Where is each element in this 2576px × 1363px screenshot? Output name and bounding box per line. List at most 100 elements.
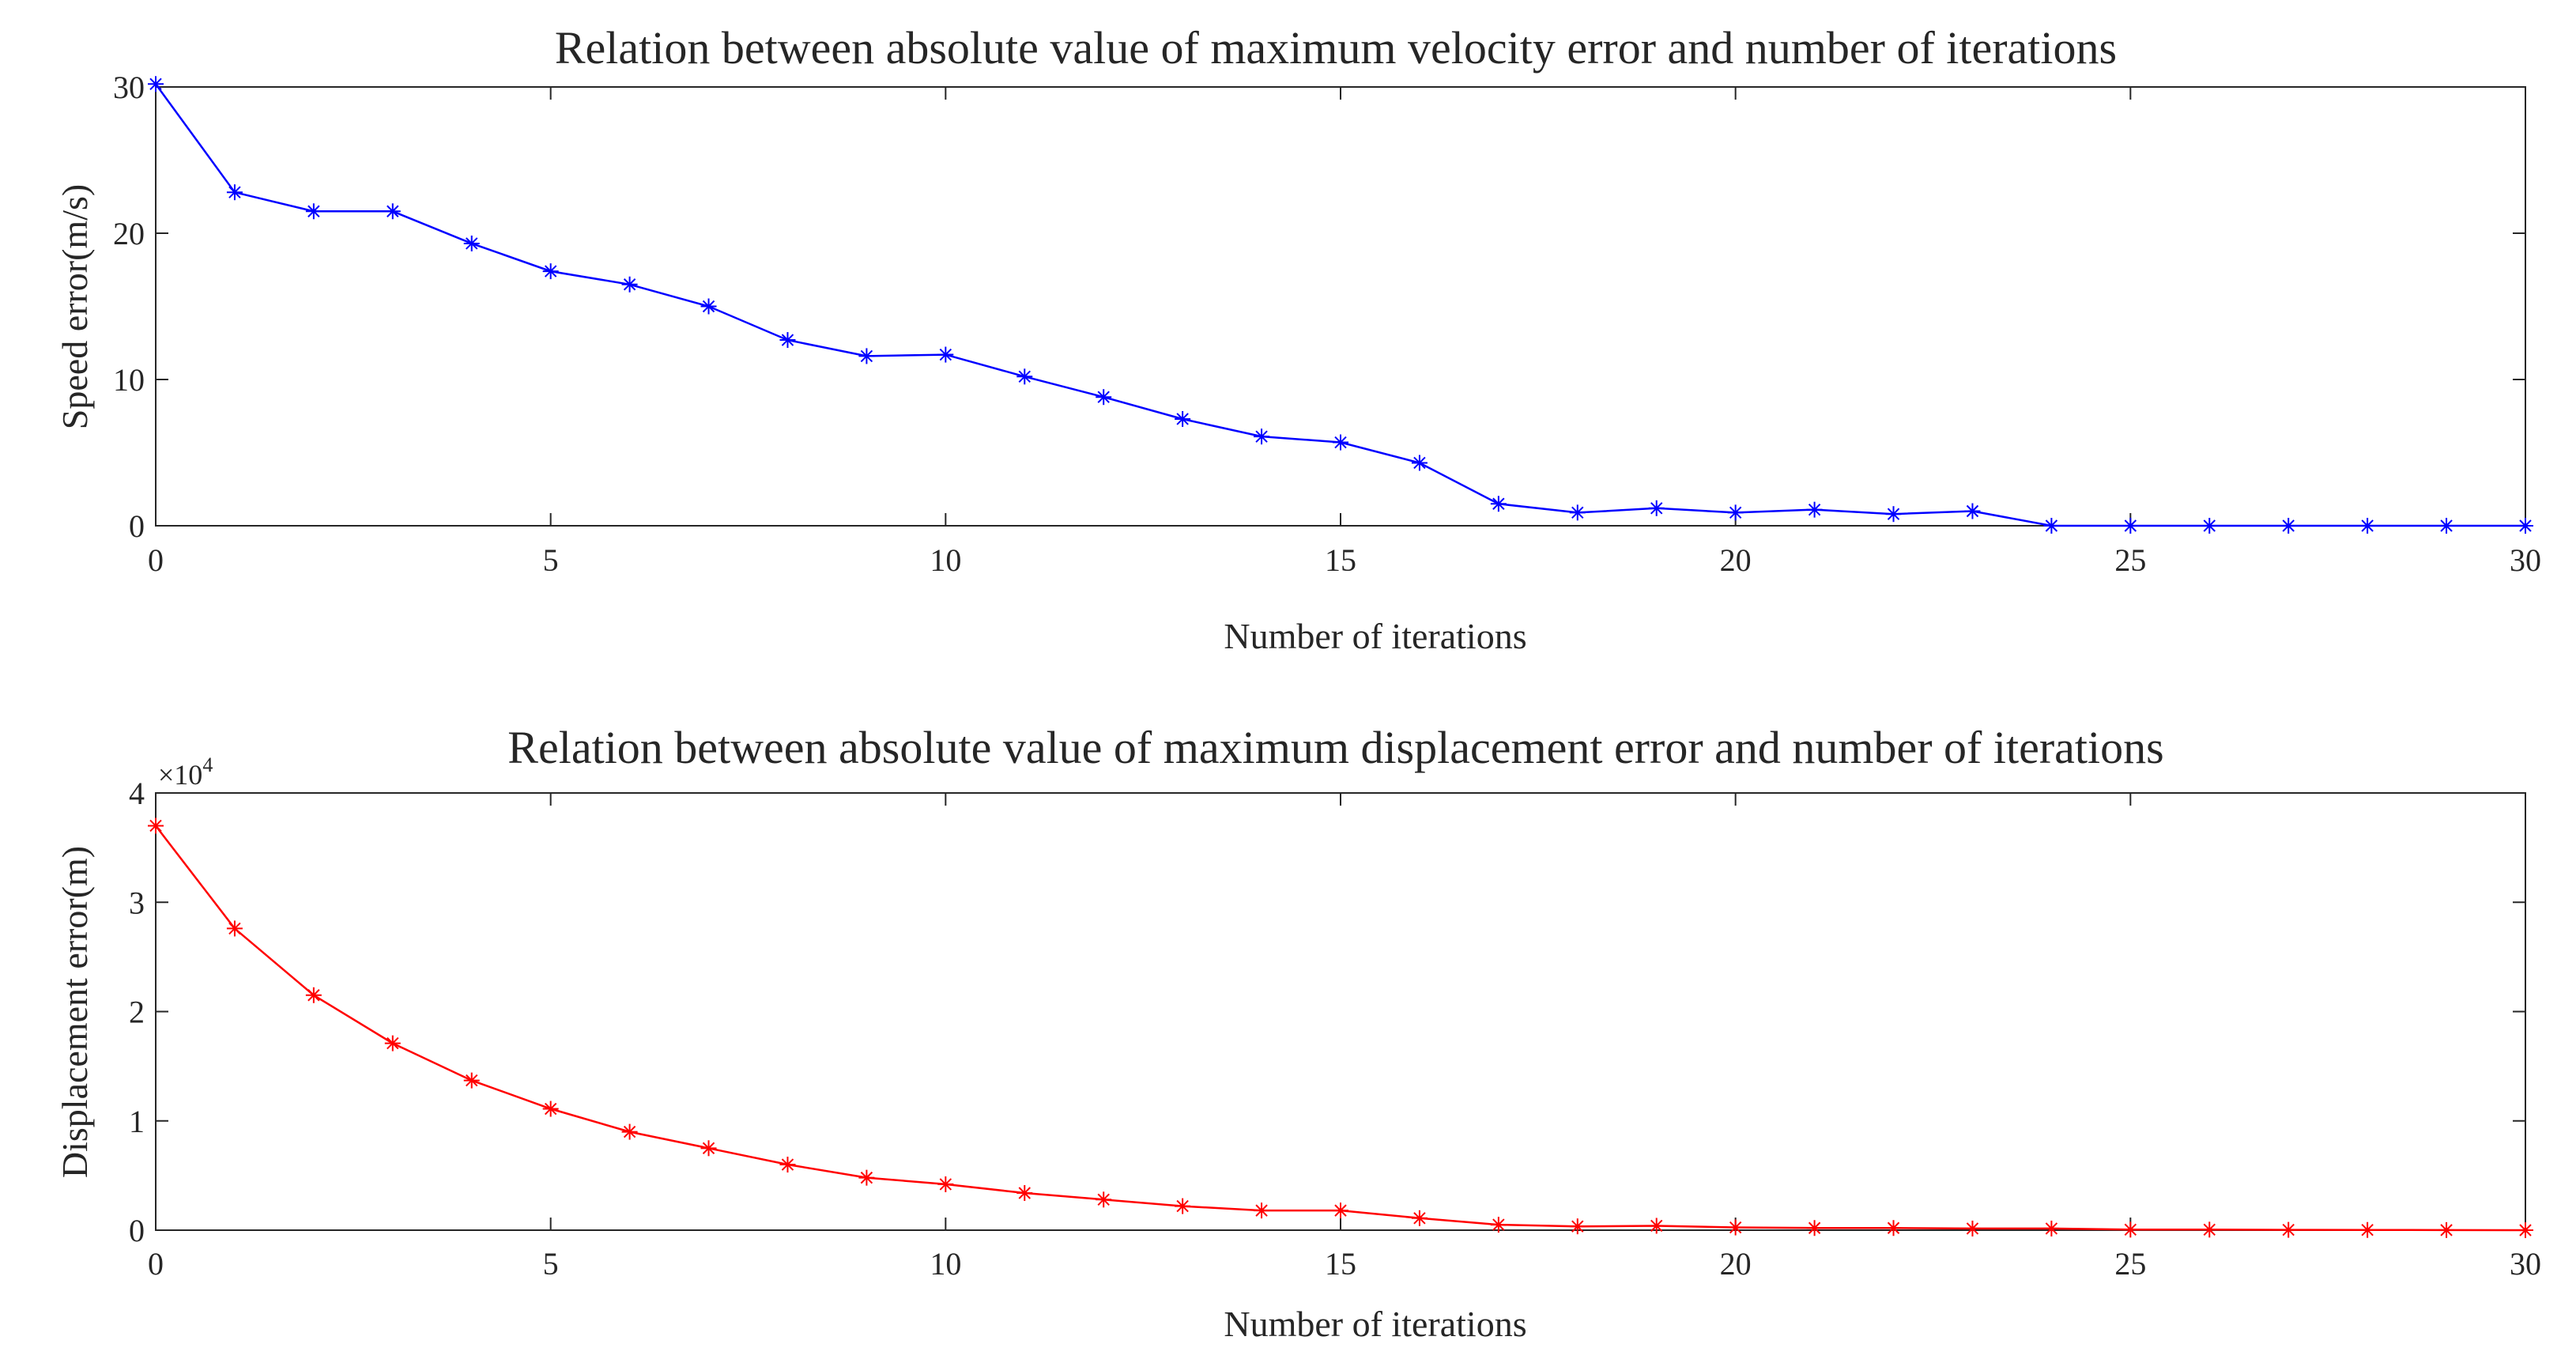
y-tick-label: 30: [113, 70, 145, 105]
chart-title: Relation between absolute value of maxim…: [555, 22, 2117, 74]
data-point-marker: [1254, 429, 1270, 445]
data-point-marker: [858, 348, 875, 364]
x-tick-label: 15: [1325, 542, 1356, 578]
y-tick-label: 10: [113, 362, 145, 398]
x-tick-labels: 0 5 10 15 20 25 30: [148, 542, 2541, 578]
data-point-marker: [858, 1169, 875, 1186]
data-point-marker: [1885, 1220, 1902, 1237]
data-point-marker: [1016, 1184, 1033, 1201]
data-point-marker: [1096, 389, 1112, 406]
y-exponent-base: ×10: [158, 759, 202, 791]
data-point-marker: [1333, 434, 1348, 451]
data-point-marker: [621, 276, 638, 293]
x-tick-label: 10: [930, 542, 961, 578]
y-tick-label: 2: [129, 995, 145, 1030]
data-point-marker: [2359, 1221, 2376, 1238]
data-point-marker: [1490, 496, 1507, 512]
y-tick-label: 0: [129, 508, 145, 544]
data-point-marker: [1333, 1203, 1348, 1219]
x-tick-label: 20: [1720, 542, 1752, 578]
data-point-marker: [2043, 1220, 2060, 1237]
data-point-marker: [1254, 1203, 1270, 1219]
data-point-marker: [700, 298, 717, 315]
data-point-marker: [148, 817, 164, 834]
x-tick-label: 15: [1325, 1246, 1356, 1282]
data-point-marker: [542, 1101, 559, 1117]
x-tick-label: 0: [148, 1246, 164, 1282]
data-point-marker: [1648, 500, 1665, 516]
data-point-marker: [700, 1140, 717, 1157]
x-axis-label: Number of iterations: [1224, 1304, 1526, 1344]
x-tick-label: 10: [930, 1246, 961, 1282]
x-tick-label: 30: [2510, 1246, 2541, 1282]
y-tick-labels: 0 1 2 3 4: [129, 776, 145, 1248]
y-tick-label: 0: [129, 1213, 145, 1248]
x-tick-label: 0: [148, 542, 164, 578]
data-point-marker: [2201, 1221, 2218, 1238]
data-point-marker: [1727, 504, 1744, 521]
y-exponent-power: 4: [202, 753, 213, 776]
data-point-marker: [1806, 1220, 1823, 1237]
data-point-marker: [1175, 1198, 1191, 1214]
data-point-marker: [1964, 503, 1981, 519]
data-point-marker: [2359, 518, 2376, 534]
x-tick-label: 30: [2510, 542, 2541, 578]
y-exponent-label: ×104: [158, 753, 213, 791]
data-point-marker: [1806, 501, 1823, 518]
data-point-marker: [2043, 518, 2060, 534]
data-point-marker: [2122, 1221, 2139, 1238]
plot-area-frame: [155, 86, 2526, 527]
data-point-marker: [779, 332, 796, 349]
data-point-marker: [1175, 410, 1191, 427]
data-point-marker: [937, 1176, 954, 1192]
y-axis-label: Speed error(m/s): [55, 184, 95, 429]
data-point-marker: [1569, 504, 1586, 521]
data-point-marker: [2438, 518, 2455, 534]
y-tick-labels: 0 10 20 30: [113, 70, 145, 544]
x-tick-label: 25: [2114, 1246, 2146, 1282]
data-point-marker: [2280, 518, 2297, 534]
axis-ticks: [155, 86, 2526, 527]
y-tick-label: 1: [129, 1104, 145, 1139]
data-point-marker: [1016, 368, 1033, 385]
y-tick-label: 20: [113, 216, 145, 251]
data-point-marker: [463, 235, 480, 251]
data-point-marker: [305, 203, 322, 220]
plot-area-frame: [155, 792, 2526, 1231]
data-point-marker: [1727, 1219, 1744, 1236]
y-axis-label: Displacement error(m): [55, 846, 95, 1178]
data-point-marker: [2122, 518, 2139, 534]
data-point-marker: [621, 1123, 638, 1140]
data-point-marker: [226, 184, 243, 201]
series-group: [148, 76, 2533, 534]
data-point-marker: [1885, 506, 1902, 523]
chart-title: Relation between absolute value of maxim…: [507, 722, 2163, 773]
data-point-marker: [384, 203, 401, 220]
series-group: [148, 817, 2533, 1238]
data-point-marker: [542, 263, 559, 280]
data-point-marker: [779, 1157, 796, 1173]
data-point-marker: [1096, 1191, 1112, 1208]
data-point-marker: [2280, 1221, 2297, 1238]
velocity-error-chart: Relation between absolute value of maxim…: [55, 22, 2541, 656]
data-point-marker: [1411, 1210, 1428, 1226]
x-tick-label: 5: [543, 1246, 559, 1282]
x-tick-label: 25: [2114, 542, 2146, 578]
data-point-marker: [2201, 518, 2218, 534]
data-point-marker: [1648, 1218, 1665, 1234]
data-point-marker: [463, 1072, 480, 1089]
axis-ticks: [155, 792, 2526, 1231]
y-tick-label: 4: [129, 776, 145, 811]
x-tick-label: 20: [1720, 1246, 1752, 1282]
data-point-marker: [2518, 1222, 2533, 1238]
data-point-marker: [2518, 518, 2533, 534]
data-point-marker: [1569, 1218, 1586, 1235]
data-point-marker: [937, 346, 954, 363]
series-line: [155, 825, 2526, 1232]
data-point-marker: [226, 920, 243, 937]
y-tick-label: 3: [129, 885, 145, 920]
data-point-marker: [2438, 1221, 2455, 1238]
data-point-marker: [1964, 1220, 1981, 1237]
data-point-marker: [384, 1035, 401, 1052]
